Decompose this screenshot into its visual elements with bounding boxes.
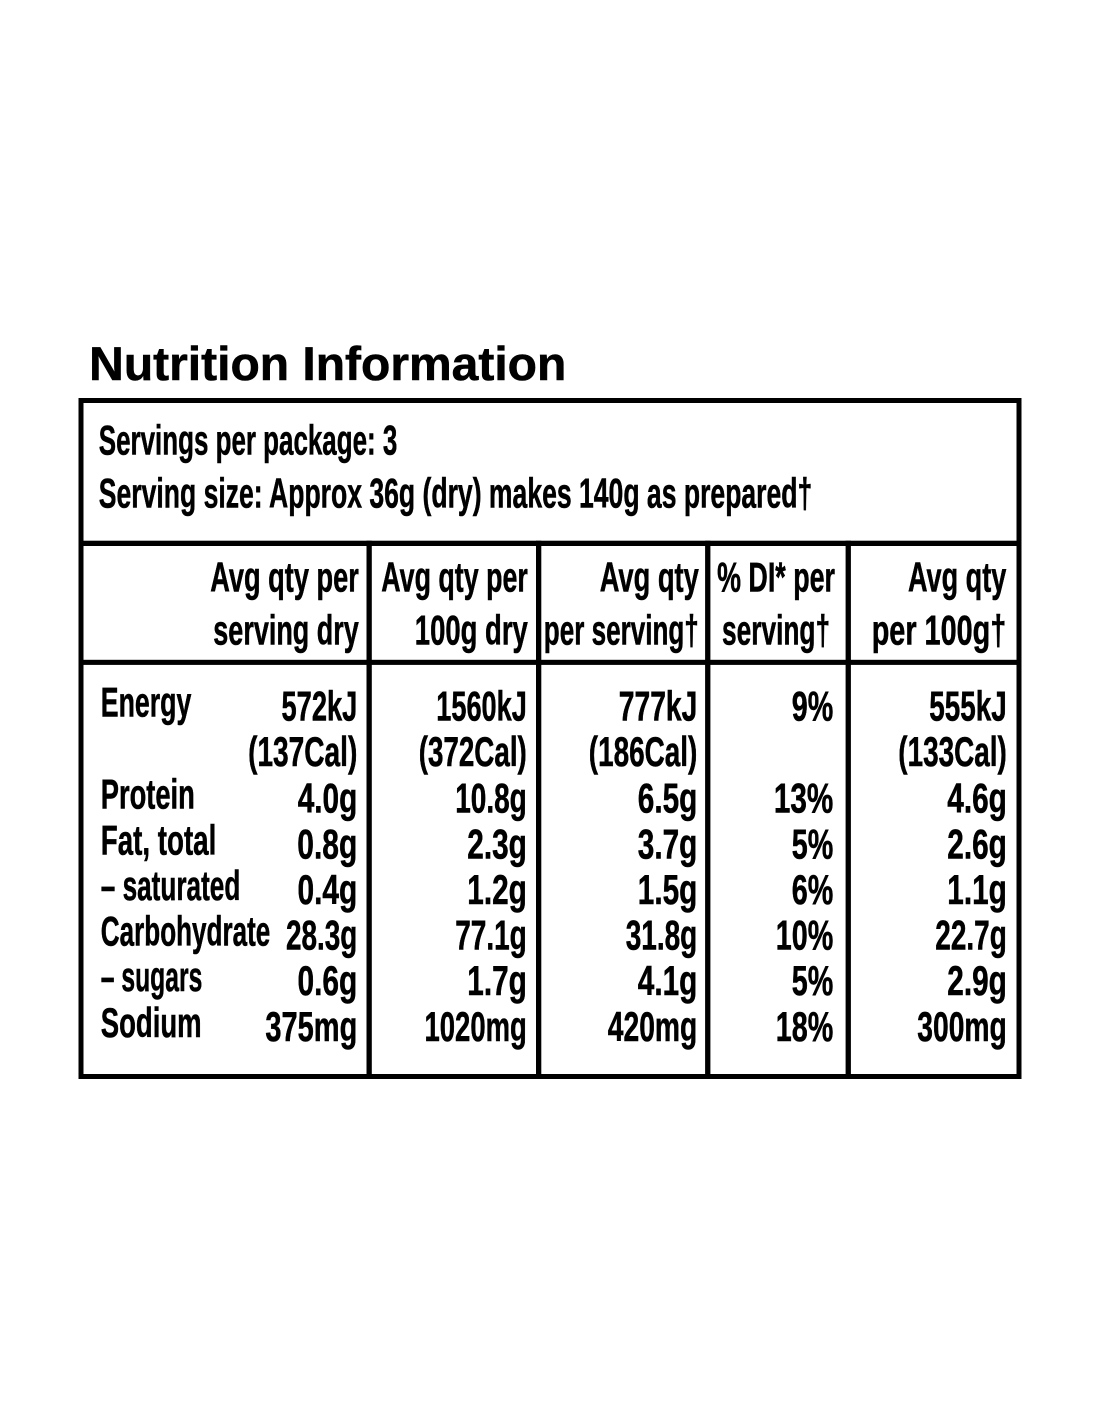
svg-text:Sodium: Sodium bbox=[101, 999, 202, 1046]
svg-text:per 100g†: per 100g† bbox=[872, 607, 1007, 654]
svg-text:18%: 18% bbox=[776, 1003, 834, 1050]
svg-text:1.5g: 1.5g bbox=[638, 866, 698, 913]
svg-text:Protein: Protein bbox=[101, 771, 195, 818]
svg-text:2.6g: 2.6g bbox=[947, 821, 1007, 868]
svg-text:572kJ: 572kJ bbox=[282, 683, 358, 730]
svg-text:Avg qty per: Avg qty per bbox=[210, 554, 358, 601]
svg-text:(186Cal): (186Cal) bbox=[589, 728, 698, 775]
svg-text:– sugars: – sugars bbox=[101, 953, 203, 1000]
svg-text:5%: 5% bbox=[792, 821, 834, 868]
svg-text:1560kJ: 1560kJ bbox=[436, 683, 527, 730]
svg-text:% DI* per: % DI* per bbox=[717, 554, 835, 601]
svg-text:555kJ: 555kJ bbox=[929, 683, 1007, 730]
svg-text:Avg qty: Avg qty bbox=[600, 554, 700, 601]
svg-text:3.7g: 3.7g bbox=[638, 821, 698, 868]
svg-text:Avg qty: Avg qty bbox=[908, 554, 1007, 601]
svg-text:Fat, total: Fat, total bbox=[101, 817, 217, 864]
svg-text:10%: 10% bbox=[776, 912, 834, 959]
svg-text:0.6g: 0.6g bbox=[298, 957, 358, 1004]
svg-text:6.5g: 6.5g bbox=[638, 775, 698, 822]
svg-text:0.8g: 0.8g bbox=[297, 821, 357, 868]
svg-text:0.4g: 0.4g bbox=[298, 866, 358, 913]
svg-text:9%: 9% bbox=[792, 683, 834, 730]
svg-text:375mg: 375mg bbox=[265, 1003, 357, 1050]
svg-text:2.9g: 2.9g bbox=[947, 957, 1007, 1004]
svg-text:1020mg: 1020mg bbox=[425, 1003, 527, 1050]
svg-text:per serving†: per serving† bbox=[544, 607, 699, 654]
svg-text:420mg: 420mg bbox=[608, 1003, 698, 1050]
svg-text:(137Cal): (137Cal) bbox=[248, 728, 357, 775]
svg-text:1.7g: 1.7g bbox=[467, 957, 527, 1004]
svg-text:4.6g: 4.6g bbox=[947, 775, 1007, 822]
svg-text:300mg: 300mg bbox=[917, 1003, 1007, 1050]
svg-text:1.2g: 1.2g bbox=[467, 866, 527, 913]
svg-text:(372Cal): (372Cal) bbox=[419, 728, 527, 775]
svg-text:2.3g: 2.3g bbox=[467, 821, 527, 868]
svg-text:5%: 5% bbox=[792, 957, 834, 1004]
svg-text:serving†: serving† bbox=[722, 607, 830, 654]
svg-text:777kJ: 777kJ bbox=[619, 683, 698, 730]
svg-text:77.1g: 77.1g bbox=[455, 912, 527, 959]
svg-text:22.7g: 22.7g bbox=[935, 912, 1007, 959]
svg-text:(133Cal): (133Cal) bbox=[898, 728, 1007, 775]
svg-text:Carbohydrate: Carbohydrate bbox=[101, 908, 270, 955]
svg-text:serving dry: serving dry bbox=[213, 607, 359, 654]
svg-text:13%: 13% bbox=[774, 775, 833, 822]
svg-text:28.3g: 28.3g bbox=[286, 912, 357, 959]
svg-text:4.0g: 4.0g bbox=[298, 775, 358, 822]
svg-text:Avg qty per: Avg qty per bbox=[381, 554, 528, 601]
svg-text:31.8g: 31.8g bbox=[626, 912, 698, 959]
svg-text:Serving size: Approx 36g (dry): Serving size: Approx 36g (dry) makes 140… bbox=[99, 470, 813, 517]
svg-text:– saturated: – saturated bbox=[101, 862, 241, 909]
svg-text:10.8g: 10.8g bbox=[455, 775, 527, 822]
svg-text:Servings per package: 3: Servings per package: 3 bbox=[99, 417, 398, 464]
svg-text:100g dry: 100g dry bbox=[415, 607, 528, 654]
svg-text:Nutrition Information: Nutrition Information bbox=[89, 337, 566, 390]
svg-text:Energy: Energy bbox=[101, 679, 192, 726]
svg-text:6%: 6% bbox=[792, 866, 834, 913]
svg-text:4.1g: 4.1g bbox=[638, 957, 698, 1004]
svg-text:1.1g: 1.1g bbox=[947, 866, 1007, 913]
